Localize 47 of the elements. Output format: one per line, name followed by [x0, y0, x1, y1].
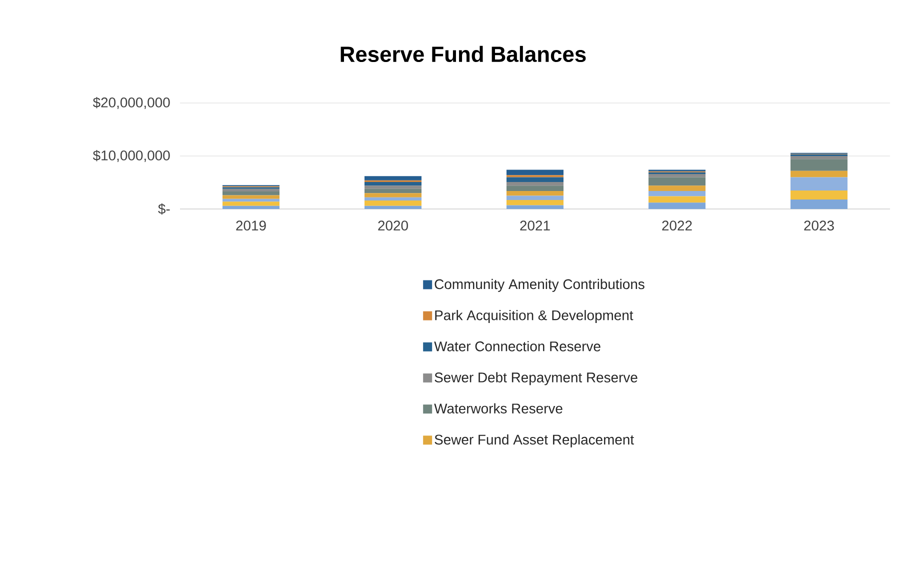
bar [364, 197, 422, 201]
x-tick-label: 2019 [236, 220, 266, 231]
bar [790, 156, 848, 160]
bar [506, 170, 564, 176]
legend-label: Waterworks Reserve [434, 403, 562, 414]
bar [648, 202, 706, 209]
bar [648, 196, 706, 203]
bar [222, 192, 280, 196]
bar [222, 195, 280, 199]
bar [506, 186, 564, 191]
bar [790, 199, 848, 209]
bar [790, 177, 848, 190]
bar [506, 196, 564, 200]
bar [648, 190, 706, 196]
chart-title: Reserve Fund Balances [340, 46, 586, 62]
x-tick-label: 2021 [520, 220, 550, 231]
bar [222, 198, 280, 202]
bar [364, 200, 422, 206]
y-tick-label: $20,000,000 [92, 96, 170, 110]
bar [506, 205, 564, 209]
legend-label: Park Acquisition & Development [435, 310, 634, 323]
bar [222, 188, 280, 192]
bar [364, 193, 422, 198]
bar [364, 206, 422, 209]
legend-label: Sewer Fund Asset Replacement [434, 434, 634, 448]
legend-label: Sewer Debt Repayment Reserve [434, 372, 638, 386]
bar [222, 206, 280, 209]
bar [648, 186, 706, 191]
bar [648, 177, 706, 186]
bar [364, 188, 422, 194]
x-tick-label: 2020 [378, 220, 408, 231]
bar [790, 159, 848, 171]
bar [790, 170, 848, 178]
bar [506, 182, 564, 186]
bar [222, 202, 280, 206]
bar [506, 177, 564, 182]
x-tick-label: 2022 [662, 220, 692, 231]
y-tick-label: $- [158, 203, 170, 215]
bar [364, 186, 422, 189]
bar [506, 190, 564, 196]
x-tick-label: 2023 [804, 220, 834, 231]
bar [790, 190, 848, 200]
y-tick-label: $10,000,000 [92, 150, 170, 162]
legend-label: Community Amenity Contributions [434, 278, 644, 292]
bar [648, 174, 706, 178]
legend-label: Water Connection Reserve [434, 341, 600, 352]
bar [506, 200, 564, 206]
